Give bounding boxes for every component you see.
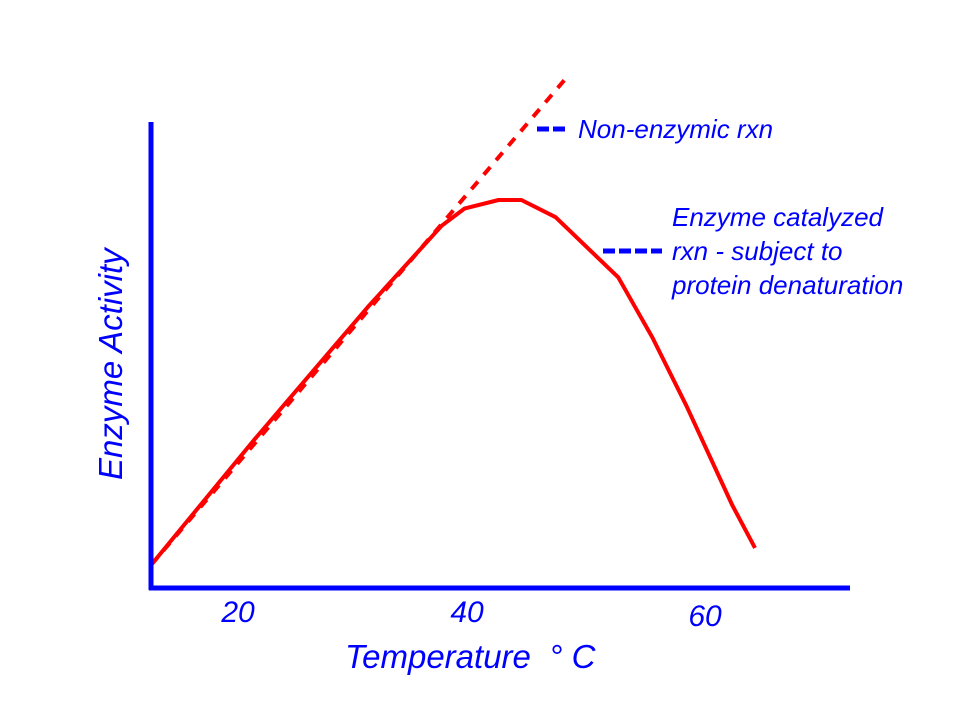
legend-label: protein denaturation	[671, 270, 903, 300]
legend: Non-enzymic rxn Enzyme catalyzed rxn - sub…	[537, 114, 903, 300]
x-tick-label: 20	[220, 596, 255, 629]
legend-label: Enzyme catalyzed	[672, 202, 885, 232]
series-line-enzyme-catalyzed	[149, 198, 757, 567]
x-tick-label: 40	[450, 596, 484, 629]
legend-label: Non-enzymic rxn	[578, 114, 773, 144]
series-layer	[149, 78, 757, 567]
y-axis-label: Enzyme Activity	[92, 246, 129, 480]
x-tick-labels: 20 40 60	[220, 596, 722, 633]
x-tick-label: 60	[688, 600, 722, 633]
legend-label: rxn - subject to	[672, 236, 843, 266]
x-axis-label: Temperature ° C	[345, 638, 597, 675]
